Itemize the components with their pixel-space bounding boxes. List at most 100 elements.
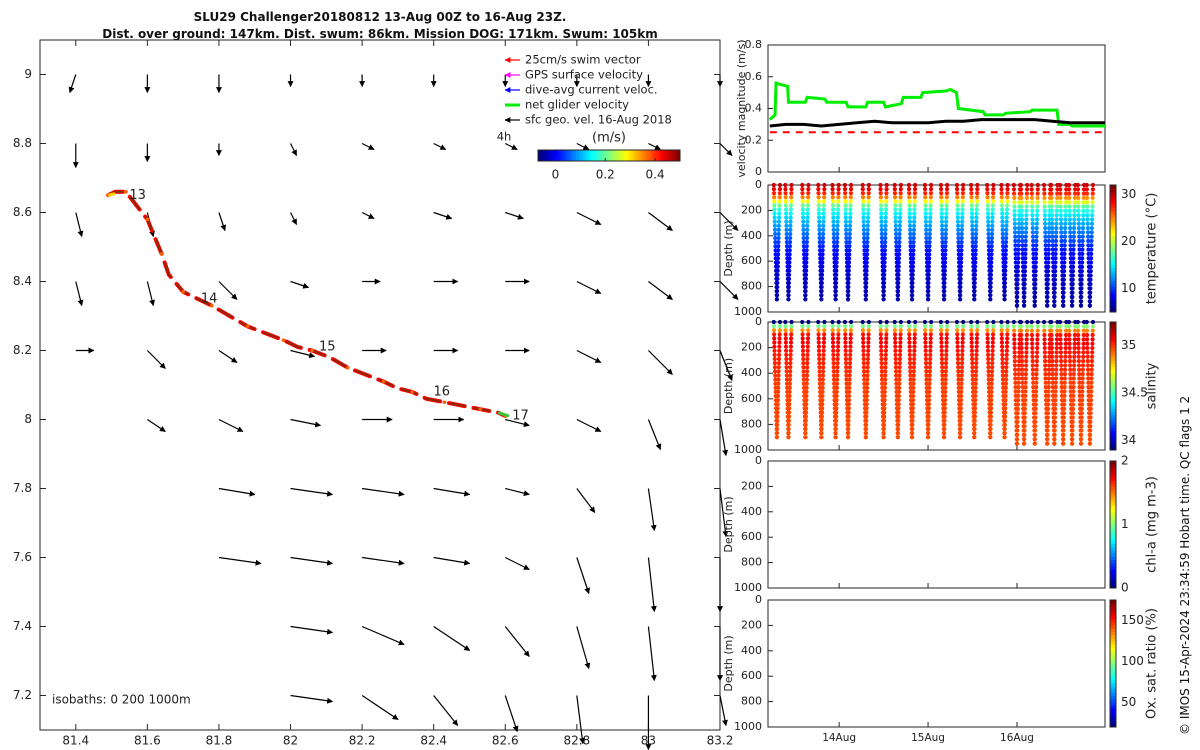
profile-sample-dot	[833, 418, 839, 423]
depth-colorbar-segment	[1110, 534, 1116, 538]
profile-sample-dot	[988, 426, 993, 432]
profile-sample-dot	[907, 356, 913, 362]
profile-sample-dot	[1053, 264, 1058, 269]
profile-sample-dot	[911, 377, 916, 382]
profile-sample-dot	[775, 402, 780, 407]
profile-sample-dot	[896, 260, 901, 265]
map-colorbar-segment	[552, 150, 556, 161]
depth-colorbar-segment	[1110, 606, 1116, 611]
profile-sample-dot	[985, 324, 990, 329]
track-point	[209, 303, 214, 308]
profile-sample-dot	[1004, 215, 1009, 220]
profile-sample-dot	[944, 352, 949, 358]
profile-sample-dot	[1085, 350, 1090, 355]
profile-sample-dot	[893, 231, 899, 237]
profile-sample-dot	[1085, 367, 1091, 372]
profile-sample-dot	[910, 293, 915, 298]
profile-sample-dot	[970, 231, 975, 237]
profile-sample-dot	[787, 268, 792, 273]
profile-sample-dot	[1005, 199, 1010, 204]
map-x-tick-label: 82	[283, 734, 298, 748]
profile-sample-dot	[1061, 428, 1066, 433]
profile-sample-dot	[989, 377, 994, 382]
depth-colorbar-segment	[1110, 511, 1116, 516]
profile-sample-dot	[898, 203, 903, 208]
profile-sample-dot	[860, 319, 865, 325]
profile-sample-dot	[800, 324, 805, 329]
profile-sample-dot	[1045, 411, 1051, 416]
profile-sample-dot	[1054, 225, 1059, 231]
profile-sample-dot	[893, 223, 898, 228]
depth-colorbar-segment	[1110, 373, 1116, 377]
profile-sample-dot	[908, 240, 913, 245]
profile-sample-dot	[820, 377, 826, 382]
profile-sample-dot	[1061, 406, 1067, 411]
profile-sample-dot	[1049, 187, 1054, 192]
depth-colorbar-segment	[1110, 489, 1116, 494]
profile-sample-dot	[783, 182, 788, 188]
profile-sample-dot	[907, 195, 912, 200]
profile-sample-dot	[1047, 221, 1052, 226]
profile-sample-dot	[939, 336, 944, 341]
profile-sample-dot	[788, 344, 793, 349]
profile-sample-dot	[943, 248, 948, 253]
profile-sample-dot	[879, 219, 884, 224]
profile-sample-dot	[879, 235, 885, 241]
profile-sample-dot	[831, 377, 837, 382]
profile-sample-dot	[772, 348, 777, 353]
current-vector-arrow	[290, 625, 334, 635]
profile-sample-dot	[990, 223, 995, 228]
profile-sample-dot	[1016, 247, 1021, 252]
profile-sample-dot	[1081, 208, 1086, 213]
legend-entry-label: net glider velocity	[525, 98, 629, 112]
profile-sample-dot	[989, 385, 994, 390]
profile-sample-dot	[804, 393, 809, 399]
current-vector-arrow	[719, 695, 728, 727]
profile-sample-dot	[830, 324, 835, 329]
profile-sample-dot	[1024, 200, 1029, 205]
map-y-tick-label: 8.8	[13, 136, 32, 150]
profile-sample-dot	[955, 352, 960, 358]
profile-sample-dot	[985, 328, 990, 333]
depth-colorbar-segment	[1110, 556, 1116, 560]
profile-sample-dot	[1004, 235, 1009, 241]
profile-sample-dot	[1067, 213, 1072, 218]
profile-sample-dot	[975, 182, 980, 188]
profile-sample-dot	[1035, 204, 1040, 209]
profile-sample-dot	[789, 324, 794, 329]
profile-sample-dot	[897, 244, 902, 249]
profile-sample-dot	[897, 361, 902, 366]
profile-sample-dot	[1084, 319, 1089, 325]
profile-sample-dot	[1063, 363, 1068, 368]
profile-sample-dot	[970, 356, 975, 362]
profile-sample-dot	[1045, 428, 1050, 433]
profile-sample-dot	[907, 344, 912, 349]
profile-sample-dot	[1002, 418, 1008, 423]
depth-colorbar-segment	[1110, 619, 1116, 623]
profile-sample-dot	[816, 211, 822, 216]
profile-sample-dot	[943, 252, 948, 257]
profile-sample-dot	[897, 231, 902, 237]
profile-sample-dot	[884, 186, 889, 192]
current-vector-arrow	[218, 556, 262, 566]
depth-colorbar-segment	[1110, 216, 1116, 221]
depth-colorbar-segment	[1110, 720, 1116, 725]
day-marker-label: 13	[129, 188, 146, 203]
profile-sample-dot	[907, 223, 913, 228]
current-vector-arrow	[290, 349, 316, 359]
profile-sample-dot	[1079, 437, 1084, 442]
profile-sample-dot	[878, 182, 883, 188]
profile-sample-dot	[831, 211, 836, 216]
profile-sample-dot	[970, 365, 975, 370]
profile-sample-dot	[1032, 290, 1038, 295]
profile-sample-dot	[788, 227, 793, 233]
profile-sample-dot	[910, 426, 915, 432]
profile-sample-dot	[1022, 269, 1028, 274]
map-colorbar-segment	[656, 150, 660, 161]
profile-sample-dot	[1016, 367, 1021, 372]
profile-sample-dot	[1059, 225, 1064, 231]
profile-sample-dot	[861, 223, 866, 228]
profile-sample-dot	[882, 276, 887, 281]
profile-sample-dot	[923, 219, 929, 224]
profile-sample-dot	[1033, 286, 1038, 291]
